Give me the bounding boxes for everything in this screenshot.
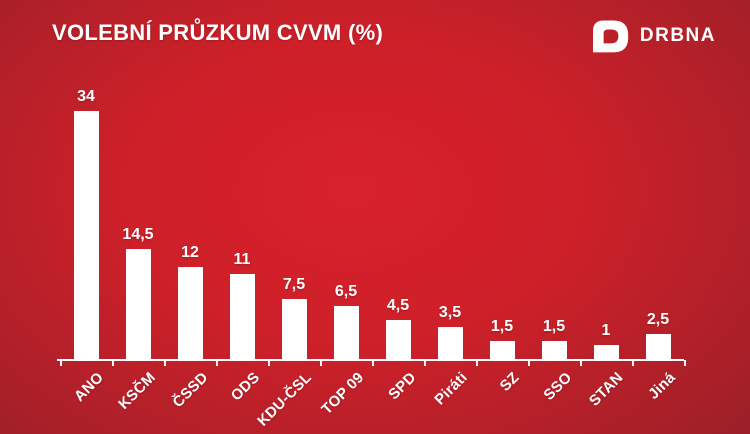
category-label-text-top-09: TOP 09: [317, 369, 368, 419]
x-axis-tick-6: [372, 360, 374, 366]
bar-sso: [541, 341, 567, 359]
category-label-text-jina: Jiná: [645, 369, 680, 403]
bar-jina: [645, 334, 671, 359]
value-label-jina: 2,5: [646, 311, 670, 328]
x-axis-tick-5: [320, 360, 322, 366]
bar-spd: [385, 320, 411, 359]
category-label-text-ods: ODS: [227, 369, 264, 405]
x-axis-tick-3: [216, 360, 218, 366]
value-label-kscm: 14,5: [122, 226, 154, 243]
value-label-sso: 1,5: [542, 318, 566, 335]
category-label-text-sso: SSO: [540, 369, 576, 404]
value-label-ano: 34: [77, 88, 95, 105]
value-label-stan: 1: [601, 322, 611, 339]
value-label-pirati: 3,5: [438, 304, 462, 321]
value-label-top-09: 6,5: [334, 283, 358, 300]
bar-sz: [489, 341, 515, 359]
x-axis-tick-2: [164, 360, 166, 366]
value-label-cssd: 12: [181, 244, 199, 261]
x-axis-line: [57, 359, 684, 361]
bar-cssd: [177, 267, 203, 359]
category-label-text-spd: SPD: [384, 369, 420, 404]
page-title: VOLEBNÍ PRŮZKUM CVVM (%): [52, 20, 384, 45]
drbna-logo: DRBNA: [591, 17, 716, 55]
category-label-text-cssd: ČSSD: [168, 369, 212, 412]
x-axis-tick-10: [580, 360, 582, 366]
category-label-text-sz: SZ: [497, 369, 524, 395]
value-label-spd: 4,5: [386, 297, 410, 314]
x-axis-tick-1: [112, 360, 114, 366]
bar-stan: [593, 345, 619, 359]
category-label-text-kdu-csl: KDU-ČSL: [254, 369, 316, 430]
bar-ano: [73, 111, 99, 359]
drbna-d-speech-bubble-icon: [592, 20, 629, 53]
category-label-text-pirati: Piráti: [431, 369, 472, 409]
value-label-sz: 1,5: [490, 318, 514, 335]
x-axis-tick-7: [424, 360, 426, 366]
x-axis-tick-0: [60, 360, 62, 366]
drbna-logo-text: DRBNA: [639, 25, 716, 46]
x-axis-tick-8: [476, 360, 478, 366]
x-axis-tick-4: [268, 360, 270, 366]
bar-pirati: [437, 327, 463, 359]
value-label-ods: 11: [233, 251, 251, 268]
bar-kscm: [125, 249, 151, 359]
bar-kdu-csl: [281, 299, 307, 359]
x-axis-tick-12: [684, 360, 686, 366]
x-axis-tick-9: [528, 360, 530, 366]
category-label-text-stan: STAN: [586, 369, 628, 410]
category-label-text-kscm: KSČM: [115, 369, 160, 413]
x-axis-tick-11: [632, 360, 634, 366]
bar-ods: [229, 274, 255, 359]
value-label-kdu-csl: 7,5: [282, 276, 306, 293]
bar-top-09: [333, 306, 359, 359]
category-label-text-ano: ANO: [71, 369, 108, 406]
